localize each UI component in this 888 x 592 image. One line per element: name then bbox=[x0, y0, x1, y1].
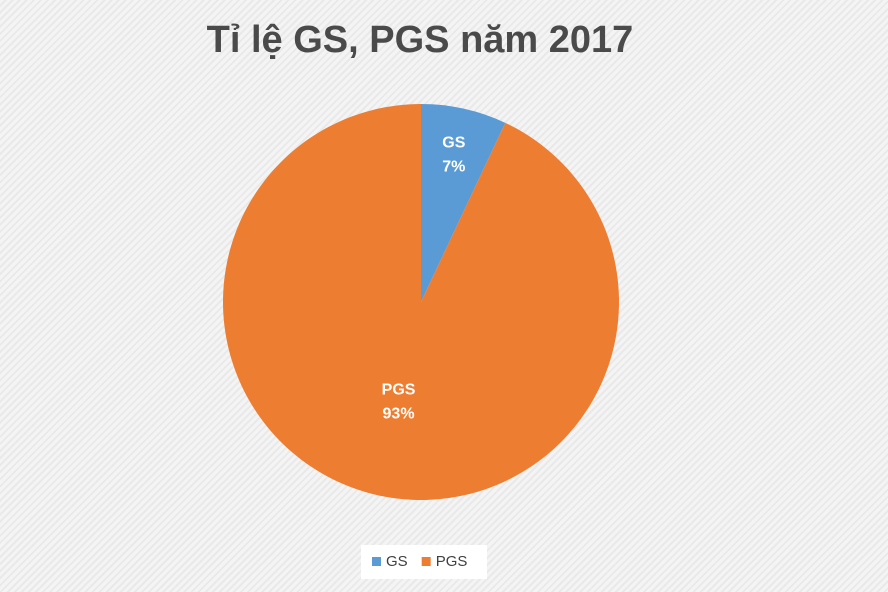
legend-swatch bbox=[372, 557, 381, 566]
legend-label: GS bbox=[386, 553, 408, 570]
pie-slice bbox=[223, 104, 619, 500]
chart-title: Tỉ lệ GS, PGS năm 2017 bbox=[207, 19, 634, 61]
legend-swatch bbox=[421, 557, 431, 566]
data-label-category: GS bbox=[442, 134, 465, 151]
pie-slice bbox=[421, 104, 506, 302]
data-label-value: 93% bbox=[383, 406, 415, 423]
data-label-category: PGS bbox=[382, 382, 416, 399]
legend-label: PGS bbox=[436, 553, 468, 570]
data-label-value: 7% bbox=[442, 158, 465, 175]
